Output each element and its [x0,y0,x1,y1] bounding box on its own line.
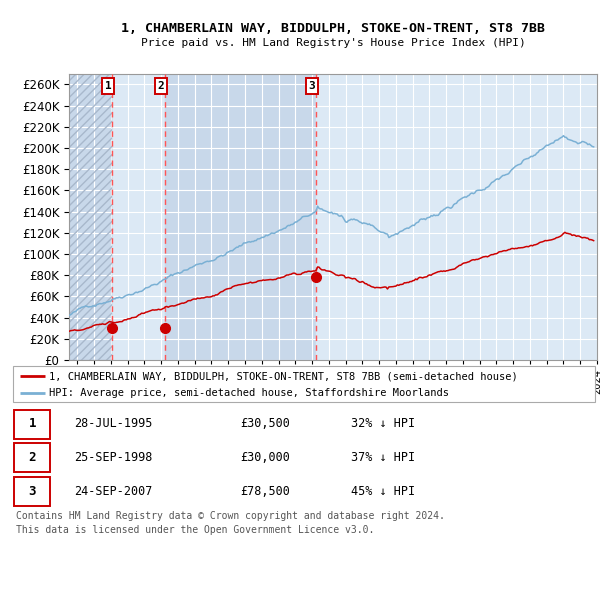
Bar [316,74,597,360]
Text: £30,500: £30,500 [240,417,290,431]
Text: 1, CHAMBERLAIN WAY, BIDDULPH, STOKE-ON-TRENT, ST8 7BB: 1, CHAMBERLAIN WAY, BIDDULPH, STOKE-ON-T… [121,22,545,35]
Text: £78,500: £78,500 [240,484,290,498]
Bar [69,74,112,360]
Bar [69,74,112,360]
Text: 2: 2 [29,451,36,464]
Text: 3: 3 [308,81,315,91]
Text: 1, CHAMBERLAIN WAY, BIDDULPH, STOKE-ON-TRENT, ST8 7BB (semi-detached house): 1, CHAMBERLAIN WAY, BIDDULPH, STOKE-ON-T… [49,371,518,381]
Text: Price paid vs. HM Land Registry's House Price Index (HPI): Price paid vs. HM Land Registry's House … [140,38,526,48]
FancyBboxPatch shape [13,366,595,402]
Text: 25-SEP-1998: 25-SEP-1998 [74,451,152,464]
FancyBboxPatch shape [14,477,50,506]
FancyBboxPatch shape [14,410,50,439]
Text: HPI: Average price, semi-detached house, Staffordshire Moorlands: HPI: Average price, semi-detached house,… [49,388,449,398]
Text: 45% ↓ HPI: 45% ↓ HPI [351,484,415,498]
Bar [165,74,316,360]
Text: 1: 1 [104,81,111,91]
Text: 28-JUL-1995: 28-JUL-1995 [74,417,152,431]
FancyBboxPatch shape [14,444,50,473]
Text: 1: 1 [29,417,36,431]
Text: 2: 2 [157,81,164,91]
Bar [112,74,165,360]
Text: 24-SEP-2007: 24-SEP-2007 [74,484,152,498]
Text: £30,000: £30,000 [240,451,290,464]
Text: 3: 3 [29,484,36,498]
Text: 37% ↓ HPI: 37% ↓ HPI [351,451,415,464]
Text: 32% ↓ HPI: 32% ↓ HPI [351,417,415,431]
Text: Contains HM Land Registry data © Crown copyright and database right 2024.
This d: Contains HM Land Registry data © Crown c… [16,511,445,535]
